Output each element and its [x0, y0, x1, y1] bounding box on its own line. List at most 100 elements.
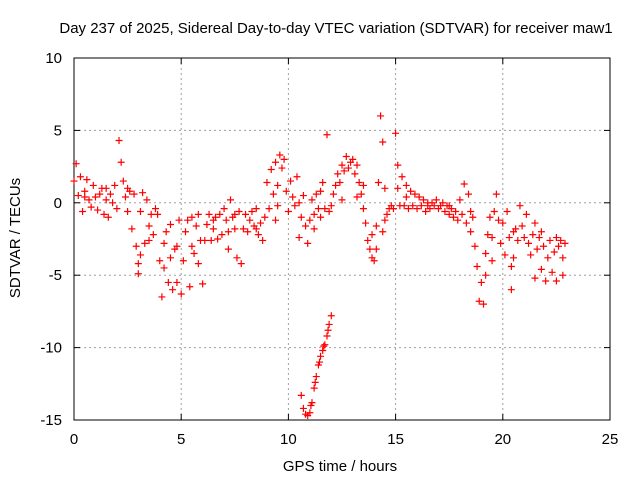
data-point: [527, 251, 535, 259]
data-point: [338, 196, 346, 204]
data-point: [160, 264, 168, 272]
data-point: [224, 228, 232, 236]
data-point: [323, 131, 331, 139]
data-point: [173, 278, 181, 286]
data-point: [72, 160, 80, 168]
data-point: [314, 205, 322, 213]
data-point: [484, 231, 492, 239]
data-point: [181, 228, 189, 236]
data-point: [91, 193, 99, 201]
data-point: [510, 254, 518, 262]
data-point: [124, 207, 132, 215]
data-point: [136, 251, 144, 259]
data-point: [531, 274, 539, 282]
data-point: [145, 236, 153, 244]
data-point: [520, 234, 528, 242]
data-point: [173, 242, 181, 250]
data-point: [359, 205, 367, 213]
data-point: [379, 228, 387, 236]
data-point: [130, 190, 138, 198]
data-point: [381, 216, 389, 224]
data-point: [310, 225, 318, 233]
data-point: [381, 184, 389, 192]
data-point: [368, 231, 376, 239]
x-axis-label: GPS time / hours: [283, 458, 397, 475]
data-point: [242, 210, 250, 218]
data-point: [482, 271, 490, 279]
x-tick-label: 10: [280, 431, 297, 448]
data-point: [552, 277, 560, 285]
data-point: [320, 342, 328, 350]
data-point: [239, 225, 247, 233]
data-point: [169, 286, 177, 294]
data-point: [424, 202, 432, 210]
data-point: [156, 257, 164, 265]
data-point: [379, 138, 387, 146]
data-point: [488, 234, 496, 242]
data-point: [486, 213, 494, 221]
data-point: [516, 202, 524, 210]
data-point: [89, 181, 97, 189]
data-point: [507, 263, 515, 271]
data-point: [235, 207, 243, 215]
data-point: [462, 219, 470, 227]
data-point: [252, 225, 260, 233]
data-point: [233, 254, 241, 262]
data-point: [460, 180, 468, 188]
data-point: [132, 242, 140, 250]
data-point: [261, 213, 269, 221]
data-point: [190, 249, 198, 257]
data-point: [308, 196, 316, 204]
data-point: [274, 202, 282, 210]
x-tick-label: 20: [494, 431, 511, 448]
data-point: [128, 225, 136, 233]
data-point: [139, 189, 147, 197]
data-point: [559, 254, 567, 262]
data-point: [194, 260, 202, 268]
data-point: [111, 181, 119, 189]
data-point: [205, 210, 213, 218]
data-point: [525, 239, 533, 247]
data-point: [291, 202, 299, 210]
data-point: [469, 213, 477, 221]
y-tick-label: -5: [49, 267, 62, 284]
data-point: [276, 151, 284, 159]
data-point: [194, 210, 202, 218]
data-point: [317, 187, 325, 195]
data-point: [307, 402, 315, 410]
data-point: [507, 286, 515, 294]
data-point: [237, 260, 245, 268]
x-tick-label: 5: [177, 431, 185, 448]
data-point: [244, 228, 252, 236]
data-point: [287, 177, 295, 185]
data-point: [325, 207, 333, 215]
data-point: [267, 165, 275, 173]
x-tick-label: 15: [387, 431, 404, 448]
data-point: [398, 173, 406, 181]
data-point: [109, 199, 117, 207]
data-point: [351, 170, 359, 178]
data-point: [389, 205, 397, 213]
data-point: [199, 280, 207, 288]
data-point: [411, 190, 419, 198]
plot-frame: [73, 57, 611, 421]
data-point: [81, 193, 89, 201]
data-point: [540, 242, 548, 250]
data-point: [537, 265, 545, 273]
data-point: [102, 196, 110, 204]
data-point: [147, 210, 155, 218]
y-tick-label: 0: [54, 195, 62, 212]
data-point: [349, 155, 357, 163]
data-point: [402, 193, 410, 201]
data-point: [201, 236, 209, 244]
data-point: [454, 216, 462, 224]
data-point: [299, 192, 307, 200]
data-point: [96, 190, 104, 198]
data-point: [117, 158, 125, 166]
data-point: [265, 205, 273, 213]
x-tick-label: 25: [602, 431, 619, 448]
data-point: [115, 137, 123, 145]
data-point: [319, 179, 327, 187]
data-point: [216, 210, 224, 218]
